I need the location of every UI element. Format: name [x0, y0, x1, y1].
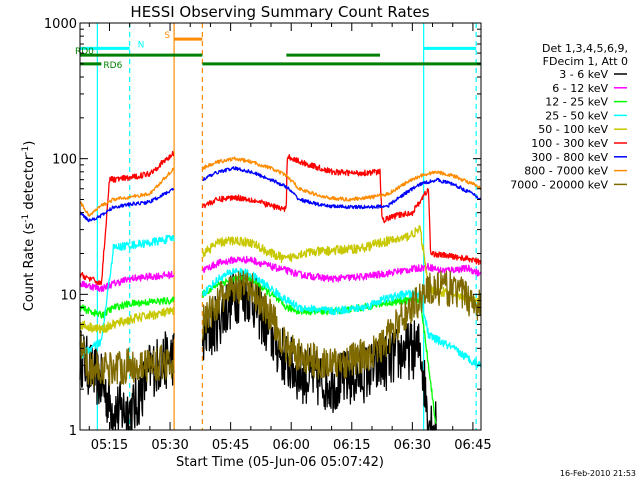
flag-label-0: N	[138, 40, 145, 50]
legend-label-7: 800 - 7000 keV	[524, 165, 608, 178]
y-axis-label-sup2: -1	[21, 146, 31, 155]
y-axis-label-end: )	[22, 141, 37, 146]
legend-label-8: 7000 - 20000 keV	[510, 178, 608, 191]
y-tick-label-0: 1	[69, 424, 77, 439]
series-line-5	[79, 150, 482, 286]
chart-title: HESSI Observing Summary Count Rates	[130, 3, 429, 21]
series-line-1	[79, 255, 482, 293]
legend: Det 1,3,4,5,6,9,FDecim 1, Att 03 - 6 keV…	[510, 42, 628, 191]
x-tick-label-0: 05:15	[91, 438, 128, 453]
series-line-6	[79, 166, 482, 223]
y-tick-label-2: 100	[52, 153, 77, 168]
legend-label-6: 300 - 800 keV	[531, 151, 608, 164]
x-axis-label: Start Time (05-Jun-06 05:07:42)	[176, 455, 384, 470]
legend-label-1: 6 - 12 keV	[552, 82, 608, 95]
y-tick-label-1: 10	[60, 288, 77, 303]
plot-frame	[79, 22, 482, 431]
legend-header-0: Det 1,3,4,5,6,9,	[542, 42, 628, 55]
legend-label-2: 12 - 25 keV	[545, 96, 608, 109]
x-tick-label-6: 06:45	[454, 438, 491, 453]
x-tick-label-2: 05:45	[212, 438, 249, 453]
y-axis-label-mid: detector	[22, 154, 37, 214]
series-line-3	[79, 234, 482, 368]
series-line-8	[79, 270, 482, 387]
x-tick-label-1: 05:30	[151, 438, 188, 453]
legend-label-5: 100 - 300 keV	[531, 137, 608, 150]
legend-label-0: 3 - 6 keV	[559, 68, 608, 81]
axis-ticks: 05:15 05:30 05:45 06:00 06:15 06:30 06:45 1 10 10…	[44, 17, 492, 453]
y-tick-label-3: 1000	[44, 17, 77, 32]
footer-timestamp: 16-Feb-2010 21:53	[560, 469, 636, 478]
legend-label-3: 25 - 50 keV	[545, 109, 608, 122]
legend-label-4: 50 - 100 keV	[538, 123, 608, 136]
plot-content: N S RD0 RD6	[75, 23, 482, 431]
x-tick-label-5: 06:30	[394, 438, 431, 453]
y-axis-label-main: Count Rate (s	[22, 223, 37, 312]
flag-label-1: S	[164, 31, 170, 41]
series-line-7	[79, 156, 482, 217]
legend-header-1: FDecim 1, Att 0	[543, 55, 628, 68]
flag-label-3: RD6	[103, 61, 122, 71]
y-axis-label-sup1: -1	[21, 214, 31, 223]
x-tick-label-4: 06:15	[333, 438, 370, 453]
x-tick-label-3: 06:00	[272, 438, 309, 453]
y-axis-label: Count Rate (s-1 detector-1)	[21, 141, 37, 312]
flag-label-2: RD0	[75, 47, 94, 57]
